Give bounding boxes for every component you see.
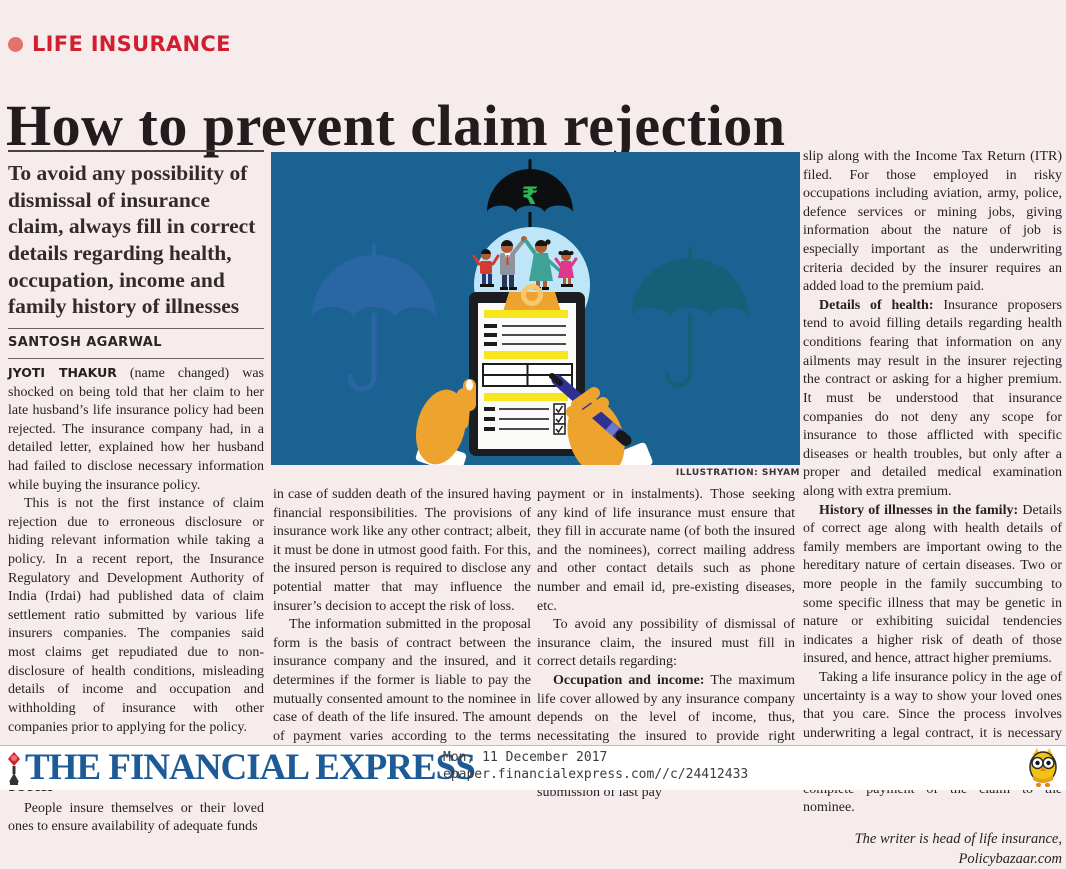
paragraph: To avoid any possibility of dismissal of…: [537, 616, 795, 672]
paragraph: payment or in instalments). Those seekin…: [537, 486, 795, 616]
owl-mascot-icon: [1025, 747, 1061, 789]
column-3: payment or in instalments). Those seekin…: [537, 486, 795, 740]
paragraph: History of illnesses in the family: Deta…: [803, 502, 1062, 669]
divider: [8, 328, 264, 329]
column-2: in case of sudden death of the insured h…: [273, 486, 531, 740]
paragraph: in case of sudden death of the insured h…: [273, 486, 531, 616]
signoff-line: The writer is head of life insurance,: [803, 830, 1062, 850]
divider: [8, 358, 264, 359]
edition-date: Mon, 11 December 2017: [443, 750, 748, 767]
insurance-illustration: ₹: [271, 152, 800, 465]
paragraph-text: Details of correct age along with health…: [803, 503, 1062, 667]
section-kicker: LIFE INSURANCE: [32, 32, 231, 56]
paragraph: slip along with the Income Tax Return (I…: [803, 148, 1062, 297]
column-1: To avoid any possibility of dismissal of…: [8, 150, 264, 740]
standfirst: To avoid any possibility of dismissal of…: [8, 160, 264, 320]
divider: [8, 150, 264, 152]
paragraph: People insure themselves or their loved …: [8, 800, 264, 837]
paragraph: Details of health: Insurance proposers t…: [803, 297, 1062, 502]
article-illustration: ₹: [271, 152, 800, 465]
epaper-footer-bar: THE FINANCIAL EXPRESS Mon, 11 December 2…: [0, 745, 1066, 790]
signoff-line: Policybazaar.com: [803, 850, 1062, 869]
author-signoff: The writer is head of life insurance, Po…: [803, 830, 1062, 869]
paragraph: Taking a life insurance policy in the ag…: [803, 669, 1062, 818]
paragraph-lead: Details of health:: [819, 298, 934, 313]
paragraph-text: (name changed) was shocked on being told…: [8, 366, 264, 493]
paragraph-lead: JYOTI THAKUR: [8, 365, 117, 380]
paragraph-text: Insurance proposers tend to avoid fillin…: [803, 298, 1062, 499]
paragraph: This is not the first instance of claim …: [8, 495, 264, 737]
kicker-dot-icon: [8, 37, 23, 52]
illustration-credit: ILLUSTRATION: SHYAM: [271, 468, 800, 478]
rupee-symbol: ₹: [522, 182, 539, 210]
column-4: slip along with the Income Tax Return (I…: [803, 148, 1062, 742]
epaper-url: epaper.financialexpress.com//c/24412433: [443, 767, 748, 784]
express-group-emblem-icon: [5, 750, 23, 788]
paragraph: JYOTI THAKUR (name changed) was shocked …: [8, 365, 264, 495]
paragraph-lead: Occupation and income:: [553, 673, 704, 688]
paragraph-lead: History of illnesses in the family:: [819, 503, 1018, 518]
epaper-stamp: Mon, 11 December 2017 epaper.financialex…: [443, 750, 748, 783]
newspaper-masthead: THE FINANCIAL EXPRESS: [25, 747, 475, 789]
byline: SANTOSH AGARWAL: [8, 335, 264, 350]
